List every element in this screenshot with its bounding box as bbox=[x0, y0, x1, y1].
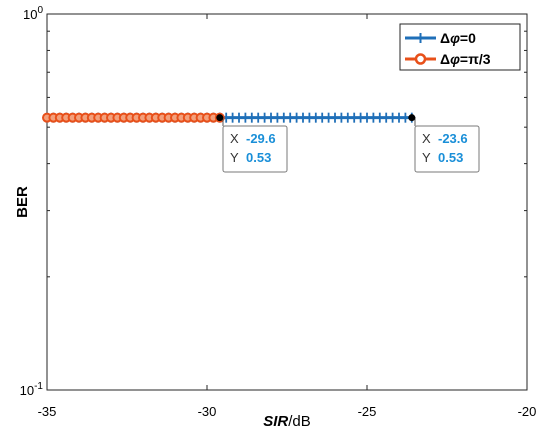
datatip-1-x-key: X bbox=[230, 131, 239, 146]
legend-marker-circle bbox=[414, 53, 427, 65]
series-delta-phi-pi-3 bbox=[42, 112, 225, 123]
legend-label-delta-phi-pi-3: Δφ=π/3 bbox=[440, 51, 491, 67]
datatip-1-box bbox=[222, 125, 288, 173]
y-tick-label: 100 bbox=[23, 5, 43, 22]
datatip-1-y-value: 0.53 bbox=[246, 150, 271, 165]
legend-label-delta-phi-0: Δφ=0 bbox=[440, 30, 476, 46]
x-tick-label: -25 bbox=[358, 404, 377, 419]
legend: Δφ=0 Δφ=π/3 bbox=[399, 23, 521, 71]
datatip-1-y-key: Y bbox=[230, 150, 239, 165]
datatip-2[interactable]: X -23.6 Y 0.53 bbox=[408, 114, 480, 173]
y-tick-label: 10-1 bbox=[20, 381, 44, 398]
x-axis-label: SIR/dB bbox=[263, 413, 311, 430]
x-tick-label: -30 bbox=[198, 404, 217, 419]
datatip-2-x-key: X bbox=[422, 131, 431, 146]
datatip-1-x-value: -29.6 bbox=[246, 131, 276, 146]
datatip-2-box bbox=[414, 125, 480, 173]
datatip-1-anchor bbox=[216, 114, 224, 122]
x-tick-label: -35 bbox=[38, 404, 57, 419]
datatip-2-y-value: 0.53 bbox=[438, 150, 463, 165]
y-axis-label: BER bbox=[14, 186, 31, 218]
x-axis-ticks: -35 -30 -25 -20 bbox=[38, 14, 537, 419]
datatip-2-x-value: -23.6 bbox=[438, 131, 468, 146]
y-axis-ticks: 100 10-1 bbox=[20, 5, 527, 398]
datatip-2-anchor bbox=[408, 114, 416, 122]
datatip-1[interactable]: X -29.6 Y 0.53 bbox=[216, 114, 288, 173]
datatip-2-y-key: Y bbox=[422, 150, 431, 165]
plot-area bbox=[46, 13, 528, 391]
x-tick-label: -20 bbox=[518, 404, 537, 419]
